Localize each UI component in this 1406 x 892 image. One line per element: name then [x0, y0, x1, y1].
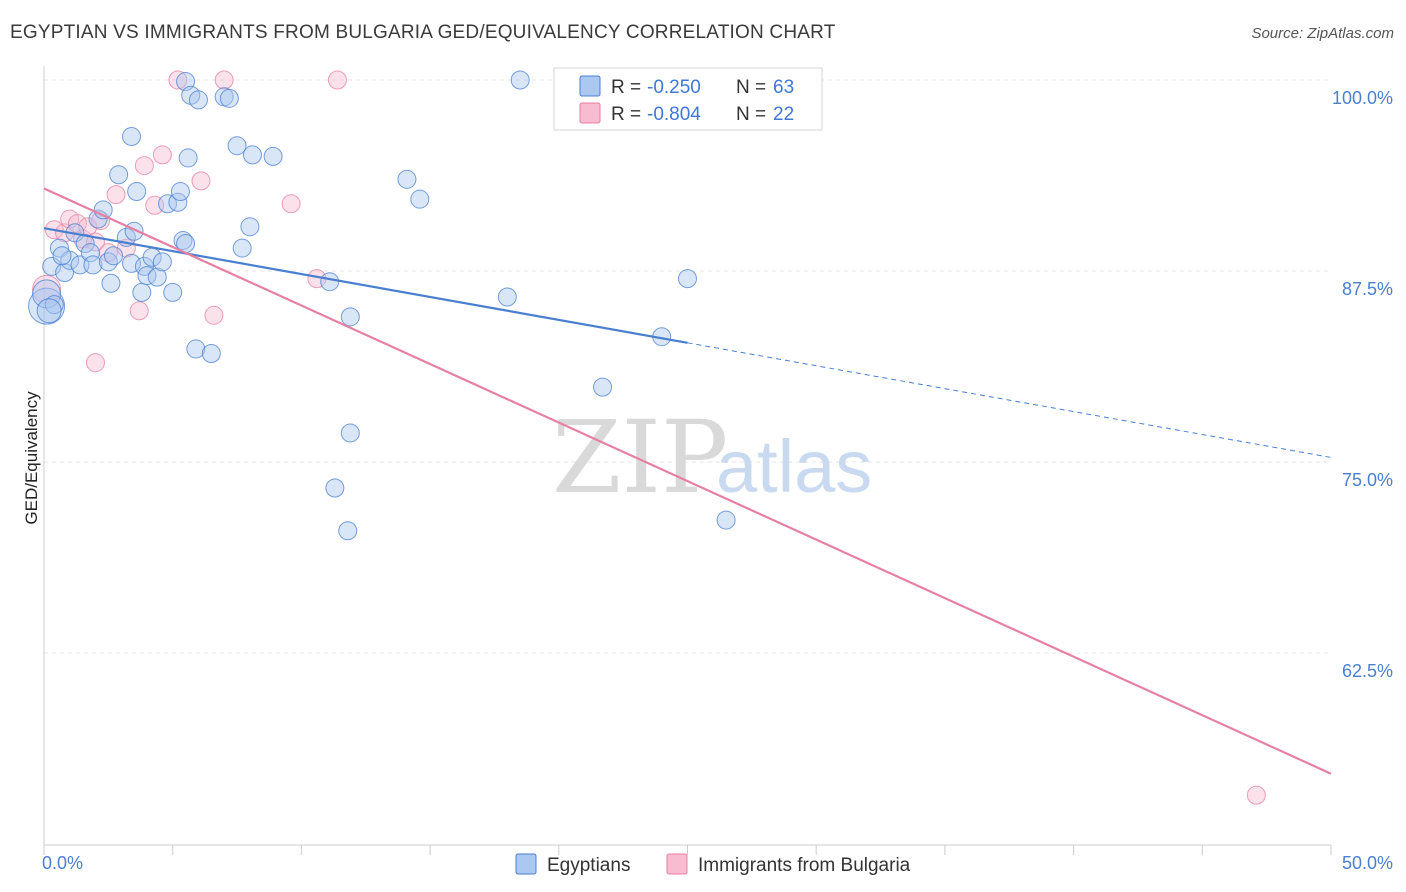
x-tick-label-min: 0.0% [42, 853, 83, 873]
point-egyptians [55, 263, 75, 283]
point-egyptians [242, 145, 262, 165]
point-egyptians [44, 295, 64, 315]
series-legend: Egyptians Immigrants from Bulgaria [515, 853, 911, 876]
point-egyptians [263, 146, 283, 166]
y-tick-label: 75.0% [1342, 470, 1393, 490]
point-egyptians [593, 377, 613, 397]
point-egyptians [227, 136, 247, 156]
x-tick-label-max: 50.0% [1342, 853, 1393, 873]
point-egyptians [32, 279, 62, 309]
point-egyptians [103, 246, 123, 266]
point-egyptians [80, 243, 100, 263]
point-egyptians [83, 255, 103, 275]
point-bulgaria [106, 185, 126, 205]
point-egyptians [49, 238, 69, 258]
chart-source: Source: ZipAtlas.com [1251, 25, 1394, 42]
legend-swatch-egyptians [579, 75, 601, 97]
point-egyptians [98, 252, 118, 272]
point-bulgaria [204, 305, 224, 325]
point-bulgaria [214, 70, 234, 90]
y-tick-label: 62.5% [1342, 661, 1393, 681]
y-tick-label: 87.5% [1342, 279, 1393, 299]
point-egyptians [188, 90, 208, 110]
series-legend-swatch-egyptians [515, 853, 537, 875]
series-legend-swatch-bulgaria [666, 853, 688, 875]
point-egyptians [325, 478, 345, 498]
legend-n-label-bulgaria: N = [736, 104, 766, 125]
point-egyptians [109, 165, 129, 185]
series-legend-label-egyptians: Egyptians [547, 855, 630, 876]
legend-r-value-egyptians: -0.250 [647, 77, 701, 98]
point-egyptians [178, 148, 198, 168]
point-egyptians [52, 246, 72, 266]
y-tick-label: 100.0% [1332, 88, 1393, 108]
point-egyptians [101, 273, 121, 293]
point-egyptians [510, 70, 530, 90]
point-bulgaria [281, 194, 301, 214]
point-egyptians [147, 267, 167, 287]
point-egyptians [338, 521, 358, 541]
point-egyptians [170, 182, 190, 202]
point-egyptians [70, 255, 90, 275]
point-egyptians [122, 253, 142, 273]
legend-r-label-egyptians: R = [611, 77, 641, 98]
point-egyptians [397, 169, 417, 189]
point-egyptians [320, 272, 340, 292]
watermark-zip: ZIP [552, 399, 728, 516]
point-bulgaria [129, 301, 149, 321]
point-egyptians [678, 269, 697, 289]
trend-line-bulgaria [43, 187, 1332, 775]
legend-r-value-bulgaria: -0.804 [647, 104, 701, 125]
point-bulgaria [327, 70, 347, 90]
legend-n-value-bulgaria: 22 [773, 104, 794, 125]
point-egyptians [132, 282, 152, 302]
trend-lines [43, 187, 1332, 775]
trend-line-egyptians [43, 227, 688, 344]
point-egyptians [340, 423, 360, 443]
point-egyptians [497, 287, 517, 307]
point-bulgaria [168, 70, 188, 90]
point-egyptians [219, 88, 239, 108]
point-egyptians [163, 282, 183, 302]
point-egyptians [410, 189, 430, 209]
point-egyptians [232, 238, 252, 258]
legend-n-label-egyptians: N = [736, 77, 766, 98]
point-egyptians [127, 182, 147, 202]
point-egyptians [137, 266, 157, 286]
legend-swatch-bulgaria [579, 102, 601, 124]
point-egyptians [340, 307, 360, 327]
point-egyptians [186, 339, 206, 359]
y-axis-label: GED/Equivalency [22, 391, 41, 525]
gridlines [44, 79, 1331, 654]
point-bulgaria [85, 353, 105, 373]
point-bulgaria [152, 145, 172, 165]
legend-r-label-bulgaria: R = [611, 104, 641, 125]
y-tick-labels: 100.0% 87.5% 75.0% 62.5% [1332, 88, 1393, 681]
point-egyptians [173, 230, 193, 250]
point-bulgaria [67, 214, 87, 234]
point-bulgaria [134, 156, 154, 176]
point-egyptians [716, 510, 736, 530]
watermark-atlas: atlas [716, 425, 872, 508]
series-egyptians-points [28, 70, 736, 541]
stats-legend: R = -0.250 N = 63 R = -0.804 N = 22 [553, 67, 823, 131]
legend-n-value-egyptians: 63 [773, 77, 794, 98]
point-egyptians [152, 252, 172, 272]
series-legend-label-bulgaria: Immigrants from Bulgaria [698, 855, 911, 876]
watermark: ZIP atlas [552, 399, 872, 516]
point-egyptians [201, 344, 221, 364]
point-egyptians [240, 217, 260, 237]
point-bulgaria [1246, 785, 1266, 805]
point-egyptians [36, 298, 62, 324]
x-ticks [43, 845, 1332, 855]
point-bulgaria [191, 171, 211, 191]
point-egyptians [158, 194, 178, 214]
chart-title: EGYPTIAN VS IMMIGRANTS FROM BULGARIA GED… [10, 22, 836, 43]
trend-line-egyptians-extension [687, 342, 1332, 458]
point-egyptians [122, 127, 142, 147]
